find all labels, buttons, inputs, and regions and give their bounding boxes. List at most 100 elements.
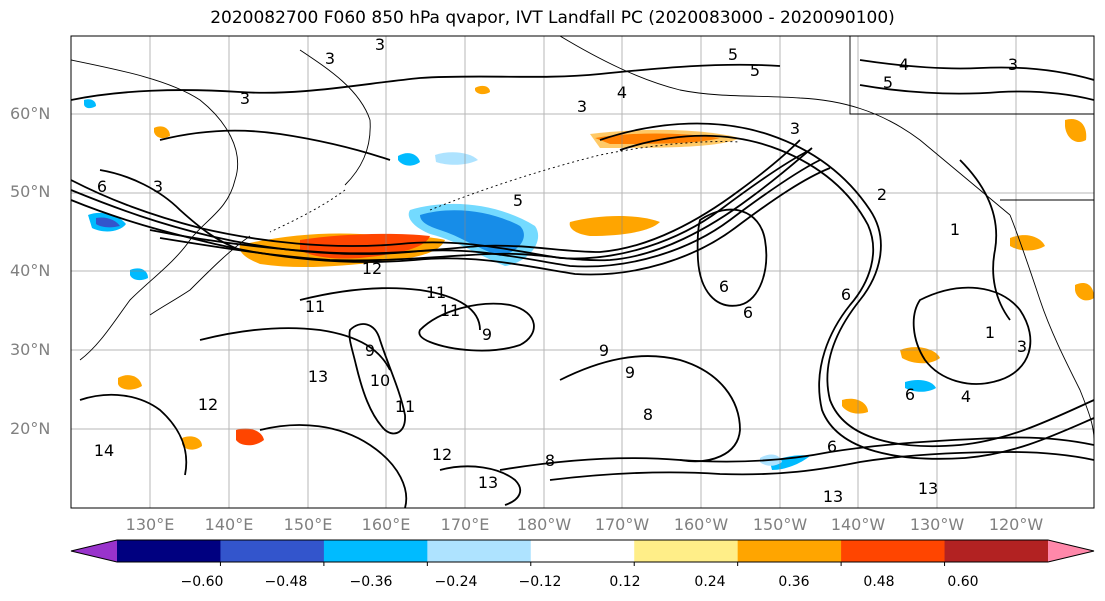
contour-label: 12: [432, 445, 452, 464]
south-contour-1: [499, 436, 1094, 471]
ne-contour: [859, 59, 1094, 81]
jet-contour-2: [71, 159, 821, 268]
lon-label: 170°W: [594, 515, 650, 534]
orange-patch-sw-2: [118, 375, 142, 390]
contour-label: 11: [440, 301, 460, 320]
lat-label: 40°N: [10, 261, 51, 280]
sw-contour-4: [439, 465, 522, 506]
contour-label: 6: [743, 303, 753, 322]
contour-label: 8: [545, 451, 555, 470]
lon-label: 130°E: [125, 515, 175, 534]
qvapor-shading: [84, 85, 1094, 470]
map-frame: [70, 35, 1095, 509]
contour-label: 3: [240, 89, 250, 108]
mid-contour-2: [199, 327, 391, 371]
aleutian-chain: [429, 141, 741, 211]
se-contour: [559, 355, 741, 463]
contour-label: 12: [198, 395, 218, 414]
lightblue-patch-north: [435, 152, 478, 165]
lon-label: 140°W: [830, 515, 886, 534]
lon-label: 160°E: [361, 515, 411, 534]
contour-label: 4: [961, 387, 971, 406]
contour-label: 6: [97, 177, 107, 196]
contour-label: 3: [1017, 337, 1027, 356]
contour-label: 3: [1008, 55, 1018, 74]
blue-patch-north: [398, 153, 420, 166]
canada-border: [849, 36, 1094, 115]
ne-contour-2: [859, 84, 1094, 101]
jet-contour-6: [99, 169, 241, 251]
contour-label: 9: [625, 363, 635, 382]
big-loop-east-2: [619, 134, 1094, 460]
north-contour-1: [71, 63, 781, 101]
contour-label: 9: [482, 325, 492, 344]
contour-label: 6: [841, 285, 851, 304]
orange-patch-east-2: [1075, 282, 1094, 301]
contour-labels: 3 3 3 5 5 4 3 5 3 4 3 6 3 2 1 5 12 11 11…: [94, 35, 1027, 506]
na-west-coast: [1009, 214, 1094, 441]
contour-label: 10: [370, 371, 390, 390]
colorbar-tick-label: −0.60: [180, 574, 224, 590]
east-loop-1: [912, 286, 1032, 385]
contour-label: 2: [877, 185, 887, 204]
lon-label: 170°E: [440, 515, 490, 534]
contour-label: 1: [950, 220, 960, 239]
lat-label: 30°N: [10, 340, 51, 359]
contour-label: 6: [719, 277, 729, 296]
contour-label: 11: [305, 297, 325, 316]
sw-contour-2: [79, 393, 188, 476]
colorbar-tick-label: 0.24: [694, 574, 726, 590]
lon-label: 140°E: [204, 515, 254, 534]
blue-patch-west-core: [96, 217, 120, 228]
colorbar-tick-label: 0.48: [863, 574, 895, 590]
colorbar-tick-label: 0.60: [947, 574, 979, 590]
asia-coast: [71, 59, 239, 361]
contour-label: 3: [577, 97, 587, 116]
kamchatka-coast: [299, 49, 371, 186]
coastlines: [71, 36, 1094, 441]
lightblue-band-central: [408, 203, 539, 266]
colorbar-tick-label: −0.24: [434, 574, 478, 590]
contour-label: 4: [899, 55, 909, 74]
jet-contour-4: [149, 139, 801, 255]
sw-contour-3: [259, 424, 408, 508]
contour-label: 4: [617, 83, 627, 102]
contour-label: 6: [905, 385, 915, 404]
orange-patch-se: [900, 347, 940, 364]
contour-label: 11: [426, 283, 446, 302]
orange-patch-sw: [236, 428, 264, 446]
contour-label: 3: [325, 49, 335, 68]
colorbar-tick-label: −0.36: [349, 574, 393, 590]
orange-patch-sw-3: [182, 436, 202, 450]
central-loop: [696, 208, 768, 307]
contour-label: 8: [643, 405, 653, 424]
contour-label: 5: [728, 45, 738, 64]
lon-label: 120°W: [988, 515, 1044, 534]
orange-patch-nw-2: [154, 126, 170, 139]
figure-title: 2020082700 F060 850 hPa qvapor, IVT Land…: [210, 8, 895, 28]
contour-label: 5: [750, 61, 760, 80]
west-pacific-loop: [418, 302, 535, 352]
ivt-contours: [71, 59, 1094, 508]
orange-patch-mid: [842, 398, 868, 414]
lat-label: 50°N: [10, 182, 51, 201]
lon-label: 160°W: [673, 515, 729, 534]
mid-contour-1: [299, 287, 481, 331]
contour-label: 13: [308, 367, 328, 386]
contour-label: 6: [827, 437, 837, 456]
contour-label: 11: [395, 397, 415, 416]
lat-label: 20°N: [10, 419, 51, 438]
blue-patch-nw: [84, 99, 96, 109]
jet-contour-3: [71, 167, 831, 276]
jet-contour-5: [159, 147, 813, 262]
colorbar-tick-label: 0.12: [609, 574, 641, 590]
orange-patch-far-east: [1065, 118, 1087, 143]
lon-label: 150°W: [752, 515, 808, 534]
contour-label: 12: [362, 259, 382, 278]
contour-label: 5: [883, 73, 893, 92]
kuril-chain: [269, 189, 346, 233]
contour-label: 9: [365, 341, 375, 360]
contour-label: 13: [918, 479, 938, 498]
contour-label: 3: [375, 35, 385, 54]
